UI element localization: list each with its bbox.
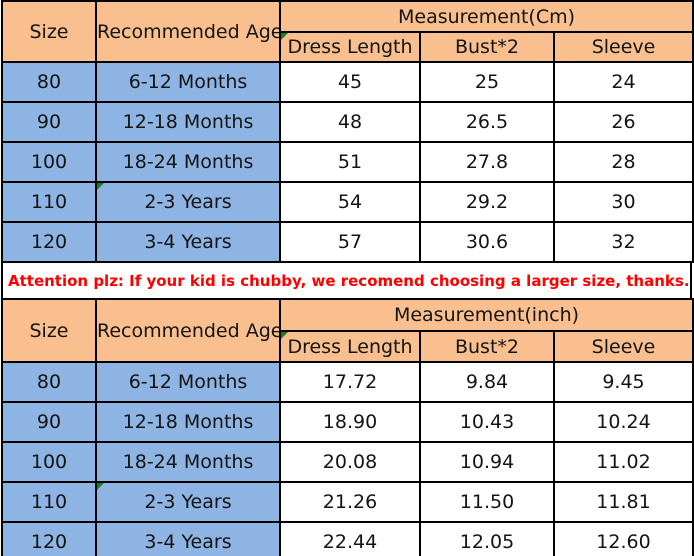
bust-cell: 29.2	[419, 181, 555, 223]
dress-length-cell: 17.72	[279, 361, 421, 403]
age-column-header: Recommended Age	[95, 0, 281, 63]
dress-length-column-header: Dress Length	[279, 31, 421, 63]
sleeve-cell: 10.24	[553, 401, 694, 443]
size-cell: 110	[1, 481, 97, 523]
sleeve-column-header: Sleeve	[552, 31, 694, 63]
excel-error-triangle-icon	[98, 484, 104, 490]
size-column-header: Size	[1, 0, 97, 63]
sleeve-cell: 24	[552, 61, 694, 103]
bust-column-header: Bust*2	[419, 31, 555, 63]
age-cell: 2-3 Years	[95, 181, 281, 223]
size-cell: 120	[1, 521, 97, 556]
table-row: 100 18-24 Months 20.08 10.94 11.02	[1, 441, 694, 483]
dress-length-cell: 18.90	[279, 401, 421, 443]
bust-cell: 9.84	[419, 361, 555, 403]
bust-cell: 12.05	[419, 521, 555, 556]
bust-cell: 11.50	[419, 481, 555, 523]
excel-error-triangle-icon	[282, 34, 288, 40]
dress-length-cell: 54	[279, 181, 421, 223]
bust-cell: 10.43	[419, 401, 555, 443]
bust-column-header: Bust*2	[419, 330, 555, 363]
table-row: 90 12-18 Months 48 26.5 26	[1, 101, 694, 143]
size-column-header: Size	[1, 298, 97, 363]
size-table-cm: Size Recommended Age Measurement(Cm) Dre…	[1, 0, 694, 263]
attention-note: Attention plz: If your kid is chubby, we…	[1, 263, 692, 298]
bust-cell: 27.8	[419, 141, 555, 183]
age-cell: 6-12 Months	[95, 361, 281, 403]
table-row: 120 3-4 Years 57 30.6 32	[1, 221, 694, 263]
table-row: 80 6-12 Months 45 25 24	[1, 61, 694, 103]
dress-length-header-label: Dress Length	[287, 335, 413, 358]
dress-length-cell: 21.26	[279, 481, 421, 523]
excel-error-triangle-icon	[282, 333, 288, 339]
age-cell: 3-4 Years	[95, 221, 281, 263]
bust-cell: 30.6	[419, 221, 555, 263]
sleeve-column-header: Sleeve	[553, 330, 694, 363]
size-cell: 120	[1, 221, 97, 263]
table-header-row: Size Recommended Age Measurement(inch)	[1, 298, 694, 363]
age-cell: 12-18 Months	[95, 101, 281, 143]
sleeve-cell: 26	[552, 101, 694, 143]
table-header-row: Size Recommended Age Measurement(Cm)	[1, 0, 694, 63]
age-cell: 6-12 Months	[95, 61, 281, 103]
bust-cell: 26.5	[419, 101, 555, 143]
sleeve-cell: 9.45	[553, 361, 694, 403]
table-row: 80 6-12 Months 17.72 9.84 9.45	[1, 361, 694, 403]
dress-length-header-label: Dress Length	[287, 36, 413, 58]
dress-length-cell: 51	[279, 141, 421, 183]
size-cell: 90	[1, 401, 97, 443]
sleeve-cell: 32	[552, 221, 694, 263]
size-cell: 100	[1, 141, 97, 183]
size-cell: 80	[1, 361, 97, 403]
age-cell: 18-24 Months	[95, 441, 281, 483]
dress-length-cell: 22.44	[279, 521, 421, 556]
dress-length-column-header: Dress Length	[279, 330, 421, 363]
table-row: 110 2-3 Years 21.26 11.50 11.81	[1, 481, 694, 523]
age-cell-label: 2-3 Years	[144, 491, 232, 513]
sleeve-cell: 11.02	[553, 441, 694, 483]
measurement-inch-header: Measurement(inch)	[279, 298, 694, 332]
dress-length-cell: 57	[279, 221, 421, 263]
sleeve-cell: 28	[552, 141, 694, 183]
bust-cell: 25	[419, 61, 555, 103]
sleeve-cell: 30	[552, 181, 694, 223]
age-cell: 2-3 Years	[95, 481, 281, 523]
table-subheader-row: Dress Length Bust*2 Sleeve	[2, 330, 694, 363]
age-cell: 12-18 Months	[95, 401, 281, 443]
size-cell: 80	[1, 61, 97, 103]
table-subheader-row: Dress Length Bust*2 Sleeve	[2, 31, 694, 63]
age-cell: 18-24 Months	[95, 141, 281, 183]
dress-length-cell: 45	[279, 61, 421, 103]
size-table-inch: Size Recommended Age Measurement(inch) D…	[1, 298, 694, 556]
size-cell: 110	[1, 181, 97, 223]
sleeve-cell: 11.81	[553, 481, 694, 523]
age-cell: 3-4 Years	[95, 521, 281, 556]
table-row: 120 3-4 Years 22.44 12.05 12.60	[1, 521, 694, 556]
table-row: 110 2-3 Years 54 29.2 30	[1, 181, 694, 223]
bust-cell: 10.94	[419, 441, 555, 483]
table-row: 90 12-18 Months 18.90 10.43 10.24	[1, 401, 694, 443]
excel-error-triangle-icon	[98, 184, 104, 190]
table-row: 100 18-24 Months 51 27.8 28	[1, 141, 694, 183]
size-cell: 90	[1, 101, 97, 143]
measurement-cm-header: Measurement(Cm)	[278, 0, 694, 33]
dress-length-cell: 20.08	[279, 441, 421, 483]
sleeve-cell: 12.60	[553, 521, 694, 556]
dress-length-cell: 48	[279, 101, 421, 143]
age-cell-label: 2-3 Years	[144, 191, 232, 213]
age-column-header: Recommended Age	[95, 298, 281, 363]
size-cell: 100	[1, 441, 97, 483]
